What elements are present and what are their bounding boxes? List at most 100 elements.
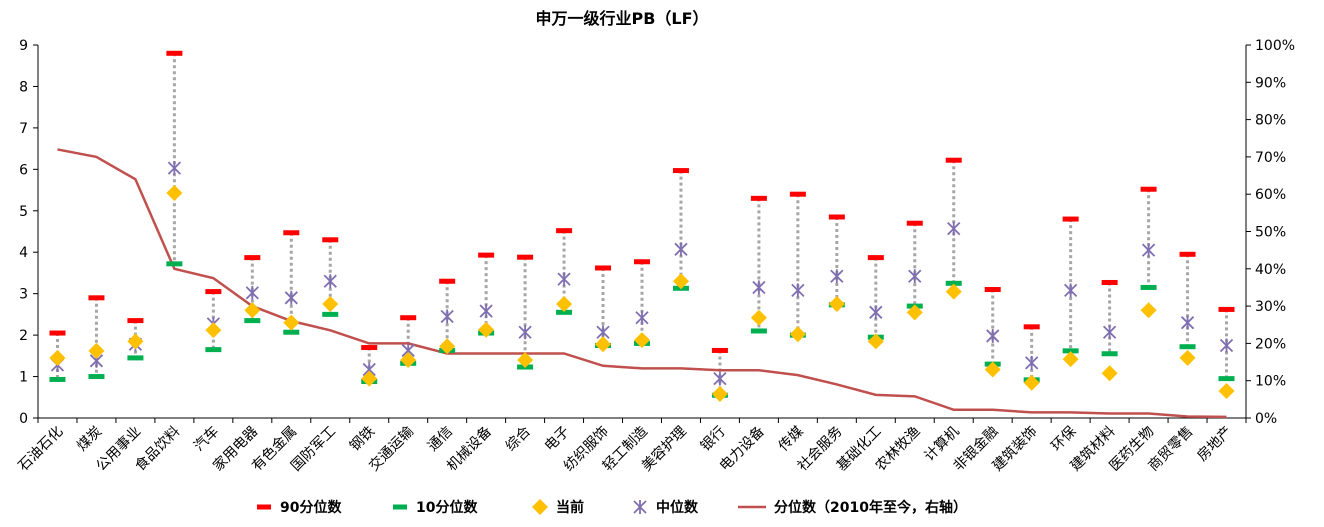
p90-marker (400, 315, 417, 321)
median-marker (986, 328, 1000, 343)
left-tick-label: 6 (19, 162, 28, 178)
p90-marker (595, 265, 612, 271)
left-tick-label: 2 (19, 328, 28, 344)
left-tick-label: 4 (19, 245, 28, 261)
current-marker (400, 351, 417, 368)
p10-marker (1062, 348, 1079, 354)
p90-marker (1179, 251, 1196, 257)
current-marker (478, 321, 495, 338)
legend-swatch (393, 504, 407, 510)
median-marker (791, 283, 805, 298)
p10-marker (556, 309, 573, 315)
p90-marker (127, 318, 144, 324)
p90-marker (556, 228, 573, 234)
current-marker (439, 338, 456, 355)
current-marker (789, 326, 806, 343)
p10-marker (945, 280, 962, 286)
right-tick-label: 50% (1255, 225, 1286, 241)
category-label: 通信 (425, 424, 456, 455)
p10-marker (322, 311, 339, 317)
left-tick-label: 7 (19, 121, 28, 137)
category-label: 环保 (1048, 424, 1079, 455)
current-marker (1179, 349, 1196, 366)
current-marker (634, 332, 650, 349)
right-tick-label: 80% (1255, 113, 1286, 129)
p90-marker (1101, 279, 1118, 285)
p90-marker (478, 252, 495, 258)
p90-marker (984, 287, 1001, 293)
p90-marker (711, 347, 728, 353)
legend-swatch (532, 499, 548, 515)
legend-label: 分位数（2010年至今，右轴） (774, 499, 967, 516)
p90-marker (945, 157, 962, 163)
current-marker (750, 309, 767, 326)
median-marker (947, 221, 961, 236)
legend-item: 分位数（2010年至今，右轴） (738, 499, 967, 516)
median-marker (167, 161, 182, 176)
right-tick-label: 90% (1255, 75, 1286, 91)
p90-marker (244, 255, 261, 261)
chart-title: 申万一级行业PB（LF） (535, 9, 708, 28)
right-tick-label: 30% (1255, 299, 1286, 315)
left-tick-label: 5 (19, 204, 28, 220)
current-marker (1140, 302, 1157, 319)
left-tick-label: 3 (19, 287, 28, 303)
p90-marker (1218, 306, 1235, 312)
legend-swatch (257, 504, 271, 510)
category-label: 煤炭 (74, 424, 105, 455)
p90-marker (205, 289, 222, 295)
legend-item: 中位数 (633, 499, 699, 516)
median-marker (440, 309, 454, 324)
category-label: 电子 (542, 424, 573, 455)
category-label: 综合 (503, 424, 534, 455)
median-marker (674, 242, 688, 257)
median-marker (752, 280, 766, 295)
right-tick-label: 0% (1255, 411, 1277, 427)
median-marker (1102, 325, 1117, 340)
left-tick-label: 1 (19, 370, 28, 386)
current-marker (595, 336, 612, 353)
p90-marker (166, 50, 183, 56)
current-marker (88, 342, 105, 359)
p90-marker (88, 295, 105, 301)
p10-marker (244, 318, 261, 324)
legend-item: 当前 (532, 499, 584, 516)
median-marker (1064, 283, 1078, 298)
median-marker (479, 304, 493, 319)
current-marker (517, 351, 534, 368)
current-marker (867, 333, 884, 350)
current-marker (1218, 383, 1235, 400)
current-marker (1023, 374, 1040, 391)
p90-marker (828, 214, 845, 220)
percentile-line (57, 148, 1227, 419)
median-marker (1219, 338, 1234, 353)
current-marker (205, 322, 222, 339)
median-marker (284, 290, 298, 305)
p10-marker (205, 347, 222, 353)
category-label: 银行 (698, 424, 729, 455)
category-label: 房地产 (1194, 424, 1235, 465)
p90-marker (322, 237, 339, 243)
p90-marker (1062, 216, 1079, 222)
current-marker (166, 184, 183, 201)
p10-marker (1101, 351, 1118, 357)
category-label: 钢铁 (347, 424, 378, 455)
right-tick-label: 70% (1255, 150, 1286, 166)
p90-marker (49, 330, 66, 336)
left-tick-label: 8 (19, 79, 28, 95)
current-marker (1062, 351, 1079, 368)
legend-label: 中位数 (656, 499, 699, 516)
median-marker (908, 269, 922, 284)
median-marker (245, 285, 259, 300)
right-tick-label: 60% (1255, 187, 1286, 203)
legend-item: 90分位数 (257, 499, 342, 516)
median-marker (1025, 355, 1039, 370)
p90-marker (1023, 324, 1040, 330)
median-marker (1141, 243, 1156, 258)
legend-label: 90分位数 (280, 499, 342, 516)
median-marker (1180, 315, 1195, 330)
p10-marker (166, 261, 183, 267)
p90-marker (283, 230, 300, 236)
markers (49, 50, 1235, 402)
